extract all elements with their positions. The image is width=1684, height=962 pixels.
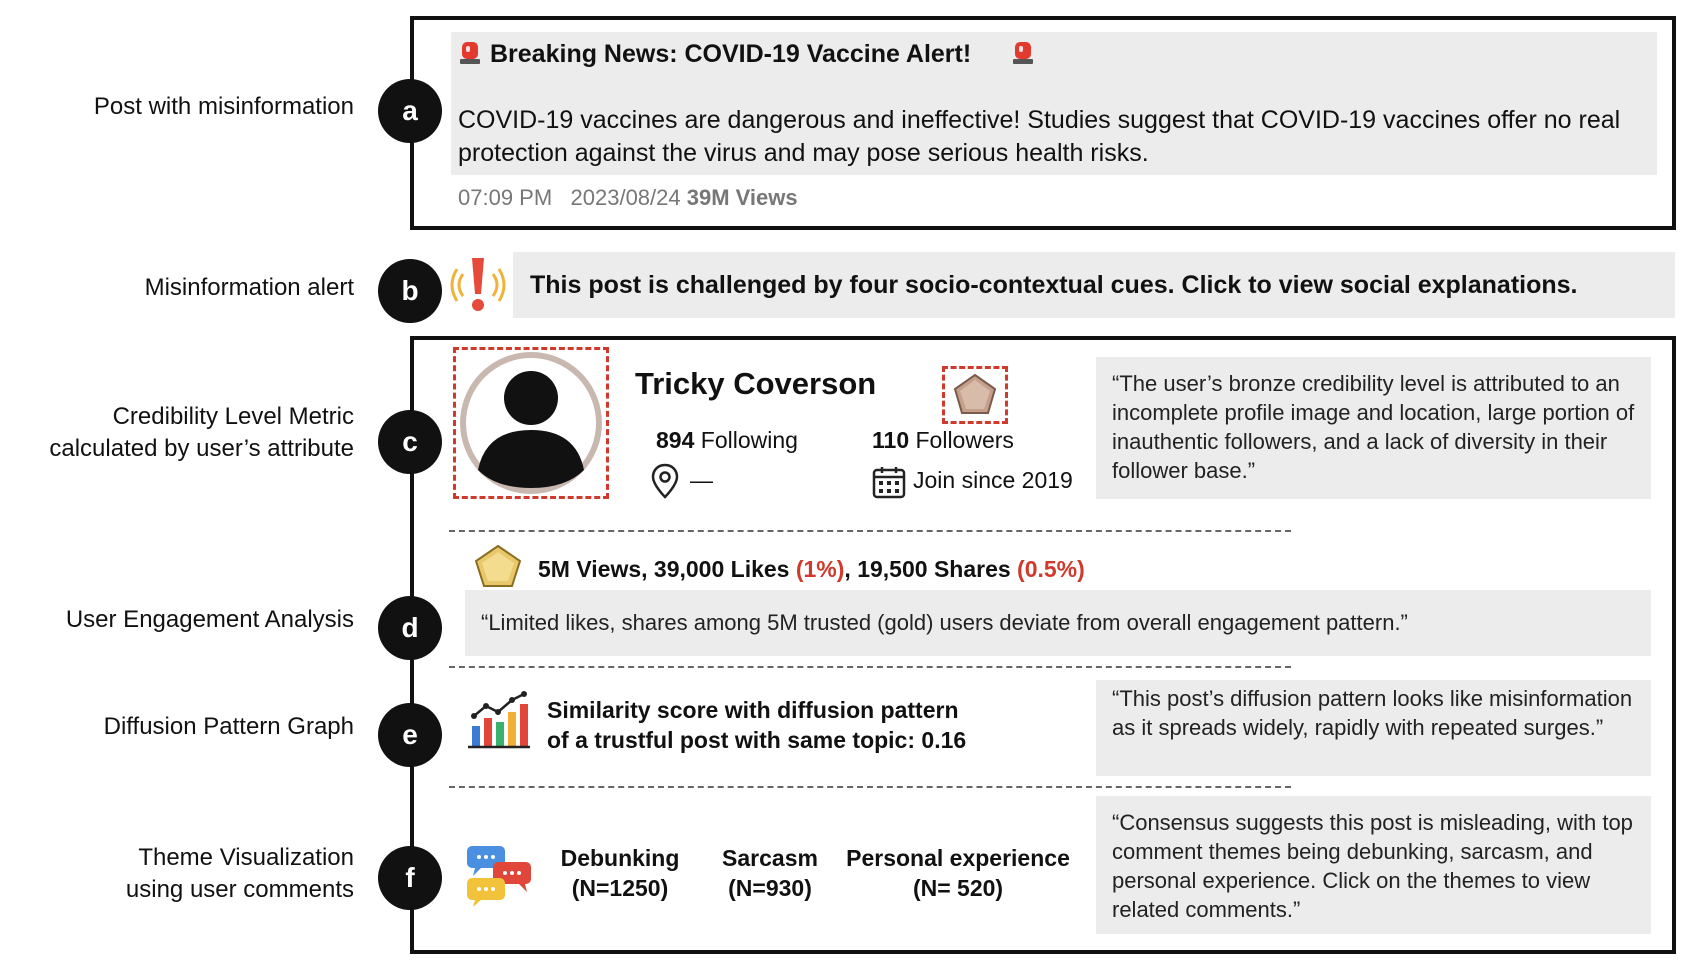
badge-c: c [378,410,442,474]
label-post-misinformation: Post with misinformation [93,93,354,120]
label-theme-line2: using user comments [125,876,354,903]
followers-stat: 110 Followers [872,425,1014,455]
alert-icon [449,254,507,316]
siren-icon-left [459,39,481,65]
similarity-score: Similarity score with diffusion pattern … [547,695,966,755]
alert-text[interactable]: This post is challenged by four socio-co… [530,271,1578,299]
post-body: COVID-19 vaccines are dangerous and inef… [458,106,1621,167]
avatar [453,347,609,499]
diffusion-chart-icon [466,690,532,750]
following-label: Following [700,427,798,453]
comments-bubbles-icon [463,844,535,908]
theme-sarcasm-count: (N=930) [728,875,812,901]
theme-sarcasm[interactable]: Sarcasm (N=930) [700,843,840,903]
following-count: 894 [656,427,695,453]
followers-label: Followers [915,427,1014,453]
shares-text: , 19,500 Shares [844,556,1018,582]
post-content-panel [451,32,1657,175]
bronze-badge-icon [942,366,1008,424]
badge-f: f [378,846,442,910]
credibility-explanation: “The user’s bronze credibility level is … [1096,357,1651,499]
label-misinformation-alert: Misinformation alert [144,274,354,301]
post-date: 2023/08/24 [570,185,681,210]
divider-2 [449,666,1291,668]
alert-banner[interactable] [513,252,1675,318]
gold-badge-icon [472,543,524,589]
following-stat: 894 Following [656,425,798,455]
engagement-explanation: “Limited likes, shares among 5M trusted … [465,590,1651,656]
diffusion-explanation: “This post’s diffusion pattern looks lik… [1096,680,1651,776]
theme-debunking-count: (N=1250) [571,875,669,901]
label-credibility-line2: calculated by user’s attribute [49,435,354,462]
theme-personal-name: Personal experience [846,845,1070,871]
post-time: 07:09 PM [458,185,553,210]
similarity-line1: Similarity score with diffusion pattern [547,697,959,723]
label-theme-visualization: Theme Visualization using user comments [126,842,354,906]
calendar-icon [872,465,906,499]
post-title: Breaking News: COVID-19 Vaccine Alert! [490,40,972,68]
badge-d: d [378,596,442,660]
views-likes-text: 5M Views, 39,000 Likes [538,556,796,582]
badge-e: e [378,703,442,767]
post-views: 39M Views [686,185,798,210]
theme-personal-experience[interactable]: Personal experience (N= 520) [834,843,1082,903]
likes-percent: (1%) [795,556,845,582]
label-user-engagement: User Engagement Analysis [65,606,354,633]
followers-count: 110 [872,427,910,453]
user-location: — [690,467,713,493]
badge-a: a [378,79,442,143]
themes-explanation: “Consensus suggests this post is mislead… [1096,796,1651,934]
label-theme-line1: Theme Visualization [138,844,354,871]
engagement-stats: 5M Views, 39,000 Likes (1%), 19,500 Shar… [538,554,1085,584]
post-meta: 07:09 PM 2023/08/24 39M Views [458,183,798,213]
label-credibility-line1: Credibility Level Metric [112,403,354,430]
theme-debunking-name: Debunking [560,845,680,871]
user-name: Tricky Coverson [635,366,877,401]
label-diffusion-graph: Diffusion Pattern Graph [103,713,354,740]
divider-3 [449,786,1291,788]
theme-sarcasm-name: Sarcasm [722,845,818,871]
user-join-date: Join since 2019 [913,467,1073,493]
label-credibility-metric: Credibility Level Metric calculated by u… [49,401,354,465]
similarity-line2: of a trustful post with same topic: 0.16 [547,727,967,753]
shares-percent: (0.5%) [1017,556,1085,582]
divider-1 [449,530,1291,532]
theme-personal-count: (N= 520) [912,875,1004,901]
badge-b: b [378,259,442,323]
location-pin-icon [650,463,680,499]
theme-debunking[interactable]: Debunking (N=1250) [540,843,700,903]
siren-icon-right [1012,39,1034,65]
